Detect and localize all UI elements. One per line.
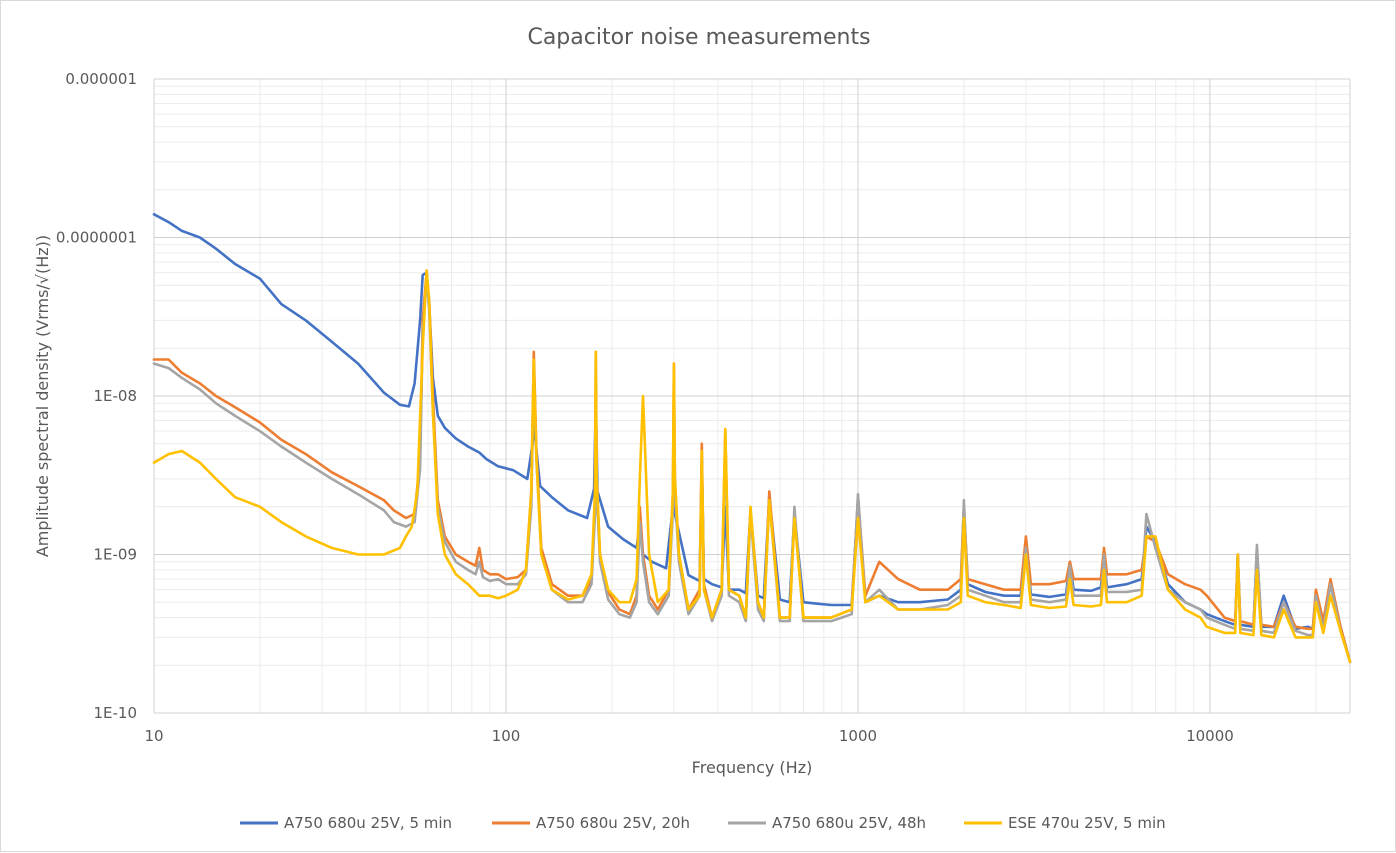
x-tick-label: 1000: [839, 727, 877, 745]
legend: A750 680u 25V, 5 min A750 680u 25V, 20h A7…: [240, 814, 1166, 832]
x-tick-label: 10000: [1186, 727, 1234, 745]
series-line-4: [152, 269, 1352, 664]
y-tick-label: 1E-10: [93, 704, 137, 722]
legend-label: ESE 470u 25V, 5 min: [1008, 814, 1166, 832]
y-axis-title: Amplitude spectral density (Vrms/√(Hz)): [33, 235, 52, 557]
chart-title: Capacitor noise measurements: [527, 25, 870, 50]
series-layer: [152, 213, 1352, 664]
series-line-3: [152, 277, 1352, 664]
y-tick-label: 1E-08: [93, 387, 137, 405]
x-tick-label: 10: [144, 727, 163, 745]
y-tick-label: 0.0000001: [56, 229, 137, 247]
x-axis-title: Frequency (Hz): [692, 758, 813, 777]
x-tick-label: 100: [492, 727, 521, 745]
x-axis-tick-labels: 10 100 1000 10000: [144, 727, 1233, 745]
legend-label: A750 680u 25V, 20h: [536, 814, 690, 832]
legend-label: A750 680u 25V, 5 min: [284, 814, 452, 832]
y-axis-tick-labels: 0.000001 0.0000001 1E-08 1E-09 1E-10: [56, 70, 137, 722]
y-tick-label: 0.000001: [65, 70, 137, 88]
legend-label: A750 680u 25V, 48h: [772, 814, 926, 832]
y-tick-label: 1E-09: [93, 546, 137, 564]
